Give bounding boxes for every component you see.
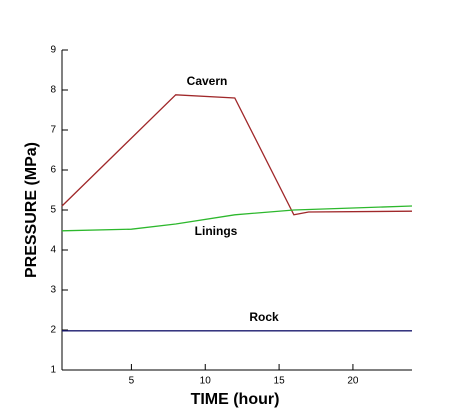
series-line (61, 94, 413, 216)
y-tick-label: 9 (50, 45, 56, 56)
x-tick-label: 10 (200, 376, 212, 387)
y-axis-label: PRESSURE (MPa) (23, 142, 40, 278)
y-tick-label: 6 (50, 165, 56, 176)
y-tick-label: 1 (50, 365, 56, 376)
series-label: Cavern (187, 74, 228, 88)
series-line (61, 205, 413, 232)
y-tick-label: 2 (50, 325, 56, 336)
x-tick-label: 5 (129, 376, 135, 387)
y-tick-label: 8 (50, 85, 56, 96)
y-tick-label: 3 (50, 285, 56, 296)
x-tick-label: 20 (347, 376, 359, 387)
y-tick-label: 5 (50, 205, 56, 216)
y-tick-label: 7 (50, 125, 56, 136)
series-label: Linings (195, 224, 238, 238)
series-label: Rock (249, 310, 279, 324)
y-tick-label: 4 (50, 245, 56, 256)
x-axis-label: TIME (hour) (191, 391, 280, 408)
x-tick-label: 15 (274, 376, 286, 387)
